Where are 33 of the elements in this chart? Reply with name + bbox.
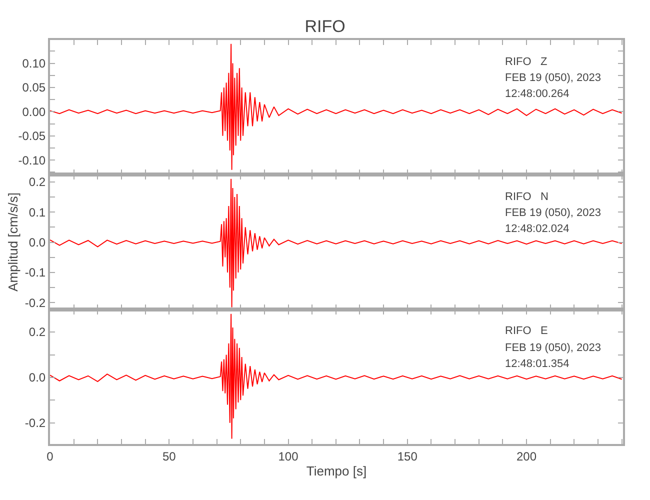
y-tick-label: -0.2 [24,296,46,310]
annotation: FEB 19 (050), 2023 [505,207,602,219]
annotation: RIFO N [505,191,548,203]
y-tick-label: 0.2 [28,325,46,340]
y-tick-label: 0.2 [28,175,46,190]
y-tick-label: -0.10 [18,153,46,168]
x-tick-label: 200 [516,449,537,464]
y-axis-title: Amplitud [cm/s/s] [5,192,20,292]
line-series [50,313,622,440]
annotation: 12:48:01.354 [505,358,570,370]
x-tick-label: 0 [46,449,54,464]
chart-title: RIFO [304,16,346,36]
annotation: FEB 19 (050), 2023 [505,342,602,354]
annotation: 12:48:00.264 [505,88,570,100]
y-tick-label: 0.0 [28,236,46,250]
line-series [50,43,622,170]
y-tick-label: -0.2 [24,416,46,430]
y-tick-label: 0.00 [22,104,46,119]
y-tick-label: -0.1 [24,266,46,280]
annotation: FEB 19 (050), 2023 [505,72,602,84]
y-tick-label: 0.0 [28,370,46,385]
y-tick-label: 0.10 [22,56,46,70]
x-axis-title: Tiempo [s] [306,464,367,478]
x-tick-label: 100 [278,449,299,464]
y-tick-label: 0.1 [28,205,46,220]
y-tick-label: -0.05 [18,129,46,144]
annotation: RIFO Z [505,56,548,68]
annotation: 12:48:02.024 [505,223,570,235]
x-tick-label: 150 [397,449,418,464]
line-series [50,178,622,308]
annotation: RIFO E [505,325,548,337]
y-tick-label: 0.05 [22,80,46,95]
x-tick-label: 50 [162,449,176,464]
